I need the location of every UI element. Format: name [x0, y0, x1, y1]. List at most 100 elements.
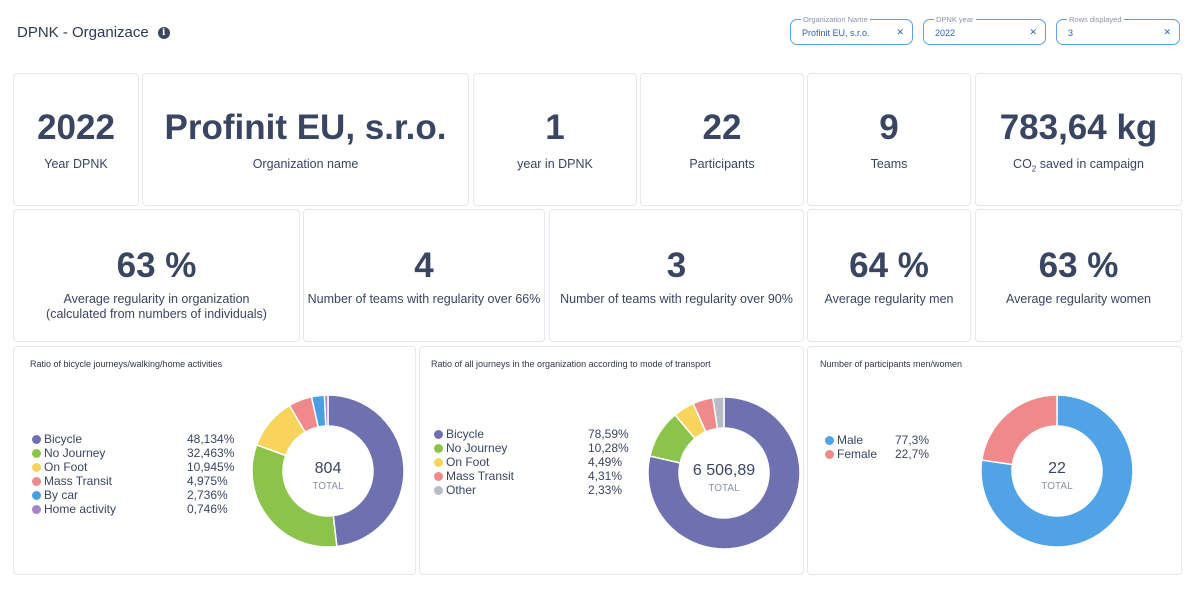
legend-item[interactable]: Male 77,3% — [825, 433, 965, 447]
clear-icon[interactable]: ✕ — [896, 27, 904, 37]
kpi-value: 9 — [879, 108, 899, 147]
donut-center-value: 804 — [315, 460, 342, 477]
legend-name: Bicycle — [44, 432, 83, 446]
kpi-label-line: (calculated from numbers of individuals) — [46, 307, 267, 321]
donut-chart[interactable]: 804 TOTAL — [250, 393, 406, 549]
filter-value: 3 — [1068, 28, 1074, 38]
legend-pct: 2,33% — [588, 483, 623, 497]
filter-value: Profinit EU, s.r.o. — [802, 28, 870, 38]
legend-item[interactable]: Bicycle 78,59% — [434, 427, 644, 441]
legend-name: Mass Transit — [44, 474, 113, 488]
kpi-year-card: 2022 Year DPNK — [13, 73, 139, 206]
legend-item[interactable]: By car 2,736% — [32, 488, 252, 502]
kpi-value: 63 % — [1038, 246, 1119, 285]
legend-dot — [32, 449, 41, 458]
legend-item[interactable]: Home activity 0,746% — [32, 502, 252, 516]
legend-dot — [32, 491, 41, 500]
filter-label: Organization Name — [801, 15, 870, 24]
kpi-teams-card: 9 Teams — [807, 73, 971, 206]
legend-item[interactable]: Mass Transit 4,975% — [32, 474, 252, 488]
kpi-value: 64 % — [849, 246, 929, 285]
donut-slice-home-activity[interactable] — [323, 394, 329, 427]
donut-slice-bicycle[interactable] — [647, 396, 801, 550]
legend-pct: 10,28% — [588, 441, 629, 455]
kpi-label: Average regularity women — [1006, 292, 1151, 306]
legend-pct: 10,945% — [187, 460, 235, 474]
donut-slice-female[interactable] — [980, 394, 1058, 466]
organization-name-filter[interactable]: Organization Name Profinit EU, s.r.o. ✕ — [790, 15, 913, 45]
kpi-label: year in DPNK — [517, 157, 593, 171]
clear-icon[interactable]: ✕ — [1029, 27, 1037, 37]
donut-slice-bicycle[interactable] — [327, 394, 405, 548]
co2-suffix: saved in campaign — [1036, 157, 1144, 171]
donut-center-label: TOTAL — [312, 481, 344, 492]
legend-item[interactable]: No Journey 32,463% — [32, 446, 252, 460]
filter-value: 2022 — [935, 28, 956, 38]
kpi-label: Participants — [689, 157, 755, 171]
legend-pct: 0,746% — [187, 502, 228, 516]
legend-name: Mass Transit — [446, 469, 515, 483]
page-title: DPNK - Organizace i — [17, 24, 170, 41]
legend-dot — [32, 505, 41, 514]
legend-pct: 4,975% — [187, 474, 228, 488]
kpi-label: Year DPNK — [44, 157, 108, 171]
donut-center-value: 6 506,89 — [693, 462, 755, 479]
dpnk-year-filter[interactable]: DPNK year 2022 ✕ — [923, 15, 1046, 45]
donut-slices — [647, 396, 801, 550]
legend-item[interactable]: On Foot 4,49% — [434, 455, 644, 469]
rows-displayed-filter[interactable]: Rows displayed 3 ✕ — [1056, 15, 1180, 45]
donut-chart[interactable]: 22 TOTAL — [979, 393, 1135, 549]
donut-chart[interactable]: 6 506,89 TOTAL — [646, 395, 802, 551]
legend-pct: 78,59% — [588, 427, 629, 441]
kpi-label: Number of teams with regularity over 66% — [307, 292, 541, 306]
legend-dot — [434, 430, 443, 439]
donut-slice-male[interactable] — [980, 394, 1134, 548]
kpi-value: 63 % — [116, 246, 197, 285]
kpi-label-line: Average regularity in organization — [63, 292, 250, 306]
donut-slice-no-journey[interactable] — [251, 443, 338, 548]
filter-label: DPNK year — [934, 15, 976, 24]
legend-item[interactable]: Female 22,7% — [825, 447, 965, 461]
legend-name: Other — [446, 483, 477, 497]
kpi-value: 1 — [545, 108, 565, 147]
legend-item[interactable]: Other 2,33% — [434, 483, 644, 497]
kpi-co2-card: 783,64 kg CO2 saved in campaign — [975, 73, 1182, 206]
kpi-value: 2022 — [37, 108, 115, 147]
kpi-regularity-men-card: 64 % Average regularity men — [807, 209, 971, 342]
legend-name: No Journey — [44, 446, 106, 460]
legend-name: Female — [837, 447, 878, 461]
filter-label: Rows displayed — [1067, 15, 1124, 24]
legend-name: By car — [44, 488, 79, 502]
kpi-regularity-women-card: 63 % Average regularity women — [975, 209, 1182, 342]
bike-walk-chart-card: Ratio of bicycle journeys/walking/home a… — [13, 346, 416, 575]
clear-icon[interactable]: ✕ — [1163, 27, 1171, 37]
mode-chart-card: Ratio of all journeys in the organizatio… — [419, 346, 804, 575]
chart-legend: Male 77,3% Female 22,7% — [825, 433, 965, 461]
donut-slices — [980, 394, 1134, 548]
kpi-organization-card: Profinit EU, s.r.o. Organization name — [142, 73, 469, 206]
legend-pct: 2,736% — [187, 488, 228, 502]
legend-name: Bicycle — [446, 427, 485, 441]
donut-center-value: 22 — [1048, 460, 1066, 477]
kpi-value: 4 — [414, 246, 434, 285]
legend-dot — [434, 458, 443, 467]
legend-pct: 22,7% — [895, 447, 930, 461]
legend-item[interactable]: On Foot 10,945% — [32, 460, 252, 474]
info-icon[interactable]: i — [157, 26, 170, 39]
legend-dot — [825, 436, 834, 445]
legend-name: Male — [837, 433, 864, 447]
donut-slice-other[interactable] — [712, 396, 725, 430]
donut-center-label: TOTAL — [1041, 481, 1073, 492]
legend-item[interactable]: Bicycle 48,134% — [32, 432, 252, 446]
kpi-label: Number of teams with regularity over 90% — [560, 292, 793, 306]
top-bar: DPNK - Organizace i Organization Name Pr… — [0, 0, 1200, 68]
legend-dot — [32, 463, 41, 472]
chart-legend: Bicycle 78,59% No Journey 10,28% On Foot 4,… — [434, 427, 644, 497]
chart-title: Ratio of all journeys in the organizatio… — [431, 359, 711, 369]
kpi-teams-90-card: 3 Number of teams with regularity over 9… — [549, 209, 804, 342]
legend-item[interactable]: Mass Transit 4,31% — [434, 469, 644, 483]
legend-item[interactable]: No Journey 10,28% — [434, 441, 644, 455]
page-title-text: DPNK - Organizace — [17, 24, 149, 41]
kpi-participants-card: 22 Participants — [640, 73, 804, 206]
legend-dot — [434, 444, 443, 453]
